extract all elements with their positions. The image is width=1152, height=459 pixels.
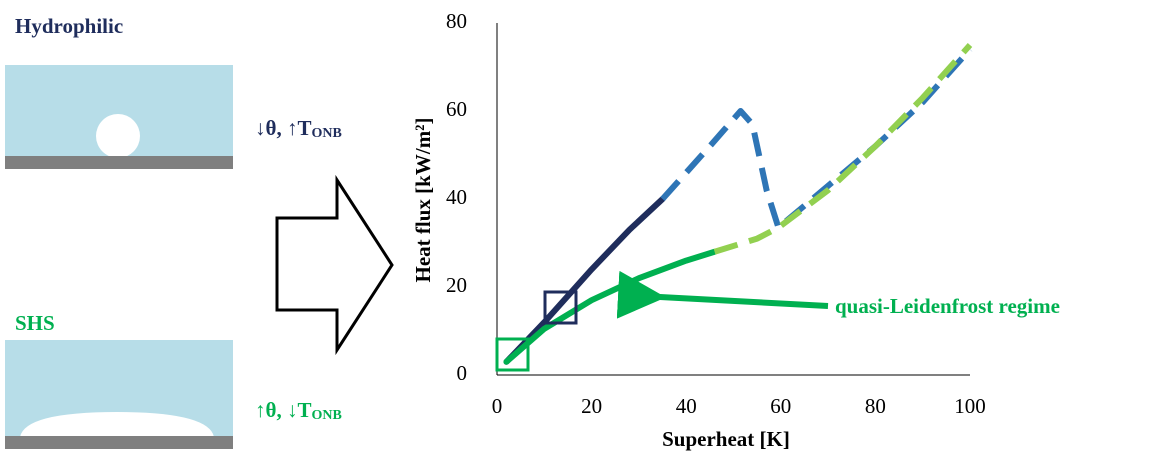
series-line [503,196,666,365]
x-tick-label: 0 [492,394,503,418]
note-text: ↓θ, ↑T [255,116,311,140]
big-arrow [275,174,394,356]
surface [5,436,233,449]
plot: 0 20 40 60 80 0 20 40 60 80 100 [446,9,986,418]
x-tick-label: 40 [676,394,697,418]
note-sub: ONB [311,408,341,423]
vapor-film [20,412,214,437]
bubble [96,114,140,158]
series-line [503,248,718,365]
y-tick-label: 0 [457,361,468,385]
highlight-box [495,337,530,372]
annotation: quasi-Leidenfrost regime [835,294,1060,318]
panel-title: SHS [15,311,55,335]
note-text: ↑θ, ↓T [255,398,311,422]
x-axis-label: Superheat [K] [662,427,790,451]
annotation-arrow [616,270,829,319]
highlight-box [543,290,578,325]
y-axis-label: Heat flux [kW/m²] [411,118,435,283]
y-tick-label: 60 [446,97,467,121]
x-tick-label: 60 [770,394,791,418]
y-tick-label: 40 [446,185,467,209]
x-tick-label: 100 [954,394,986,418]
y-tick-label: 20 [446,273,467,297]
note-sub: ONB [311,126,341,141]
surface [5,156,233,169]
panel-title: Hydrophilic [15,14,123,38]
note: ↑θ, ↓TONB [255,398,342,423]
x-tick-label: 20 [581,394,602,418]
series-line [713,42,973,255]
x-tick-label: 80 [865,394,886,418]
note: ↓θ, ↑TONB [255,116,342,141]
y-tick-label: 80 [446,9,467,33]
